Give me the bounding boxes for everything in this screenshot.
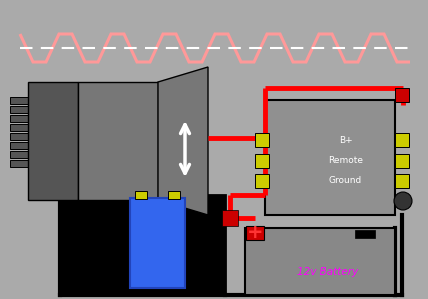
Bar <box>245 228 395 295</box>
Bar <box>10 106 28 113</box>
Text: B+: B+ <box>339 136 352 145</box>
Bar <box>10 133 28 140</box>
Bar <box>10 151 28 158</box>
Bar <box>168 191 180 199</box>
Bar <box>395 133 409 147</box>
Bar <box>395 154 409 168</box>
Bar <box>10 115 28 122</box>
Bar <box>28 82 78 200</box>
Bar <box>10 142 28 149</box>
Bar <box>395 88 409 102</box>
Bar <box>10 97 28 104</box>
Bar <box>10 124 28 131</box>
Text: Remote: Remote <box>328 156 363 165</box>
Bar <box>135 191 147 199</box>
Circle shape <box>394 192 412 210</box>
Bar <box>255 173 269 187</box>
Bar <box>265 100 395 215</box>
Polygon shape <box>158 67 208 215</box>
Text: +: + <box>247 223 263 242</box>
Bar <box>395 173 409 187</box>
Bar <box>355 230 375 238</box>
Bar <box>255 154 269 168</box>
Bar <box>222 210 238 226</box>
Bar <box>78 82 158 200</box>
Text: 12v Battery: 12v Battery <box>297 266 358 277</box>
Bar <box>130 198 185 288</box>
Bar <box>255 133 269 147</box>
Text: Ground: Ground <box>329 176 362 185</box>
Bar <box>10 160 28 167</box>
Bar <box>246 226 264 240</box>
Bar <box>60 195 225 295</box>
